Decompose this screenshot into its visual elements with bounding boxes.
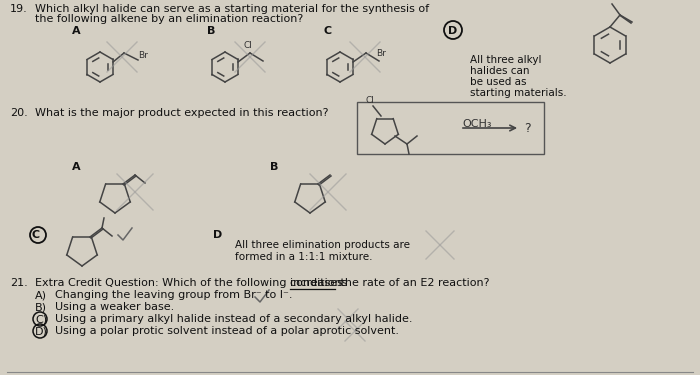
Text: B): B) <box>35 302 47 312</box>
Text: ?: ? <box>524 122 531 135</box>
Text: A): A) <box>35 290 47 300</box>
Text: the following alkene by an elimination reaction?: the following alkene by an elimination r… <box>35 14 303 24</box>
Text: formed in a 1:1:1 mixture.: formed in a 1:1:1 mixture. <box>235 252 372 262</box>
Text: 19.: 19. <box>10 4 28 14</box>
Text: A: A <box>72 26 80 36</box>
Text: Using a weaker base.: Using a weaker base. <box>55 302 174 312</box>
Text: C: C <box>323 26 331 36</box>
Text: Br: Br <box>376 49 386 58</box>
Text: Extra Credit Question: Which of the following conditions: Extra Credit Question: Which of the foll… <box>35 278 351 288</box>
Text: All three elimination products are: All three elimination products are <box>235 240 410 250</box>
Text: Cl: Cl <box>365 96 374 105</box>
Text: the rate of an E2 reaction?: the rate of an E2 reaction? <box>337 278 489 288</box>
Text: D: D <box>213 230 223 240</box>
Text: B: B <box>270 162 279 172</box>
Text: starting materials.: starting materials. <box>470 88 566 98</box>
Text: A: A <box>72 162 80 172</box>
Text: Using a primary alkyl halide instead of a secondary alkyl halide.: Using a primary alkyl halide instead of … <box>55 314 412 324</box>
Text: All three alkyl: All three alkyl <box>470 55 542 65</box>
Text: be used as: be used as <box>470 77 526 87</box>
Text: C: C <box>32 230 40 240</box>
Text: Cl: Cl <box>243 41 252 50</box>
Text: D): D) <box>35 326 48 336</box>
FancyBboxPatch shape <box>357 102 544 154</box>
Text: 20.: 20. <box>10 108 28 118</box>
Text: Using a polar protic solvent instead of a polar aprotic solvent.: Using a polar protic solvent instead of … <box>55 326 399 336</box>
Text: OCH₃: OCH₃ <box>462 119 491 129</box>
Text: C): C) <box>35 314 47 324</box>
Text: increases: increases <box>290 278 343 288</box>
Text: 21.: 21. <box>10 278 28 288</box>
Text: halides can: halides can <box>470 66 529 76</box>
Text: Changing the leaving group from Br⁻ to I⁻.: Changing the leaving group from Br⁻ to I… <box>55 290 293 300</box>
Text: Br: Br <box>138 51 148 60</box>
Text: D: D <box>448 26 457 36</box>
Text: B: B <box>207 26 216 36</box>
Text: Which alkyl halide can serve as a starting material for the synthesis of: Which alkyl halide can serve as a starti… <box>35 4 429 14</box>
Text: What is the major product expected in this reaction?: What is the major product expected in th… <box>35 108 328 118</box>
